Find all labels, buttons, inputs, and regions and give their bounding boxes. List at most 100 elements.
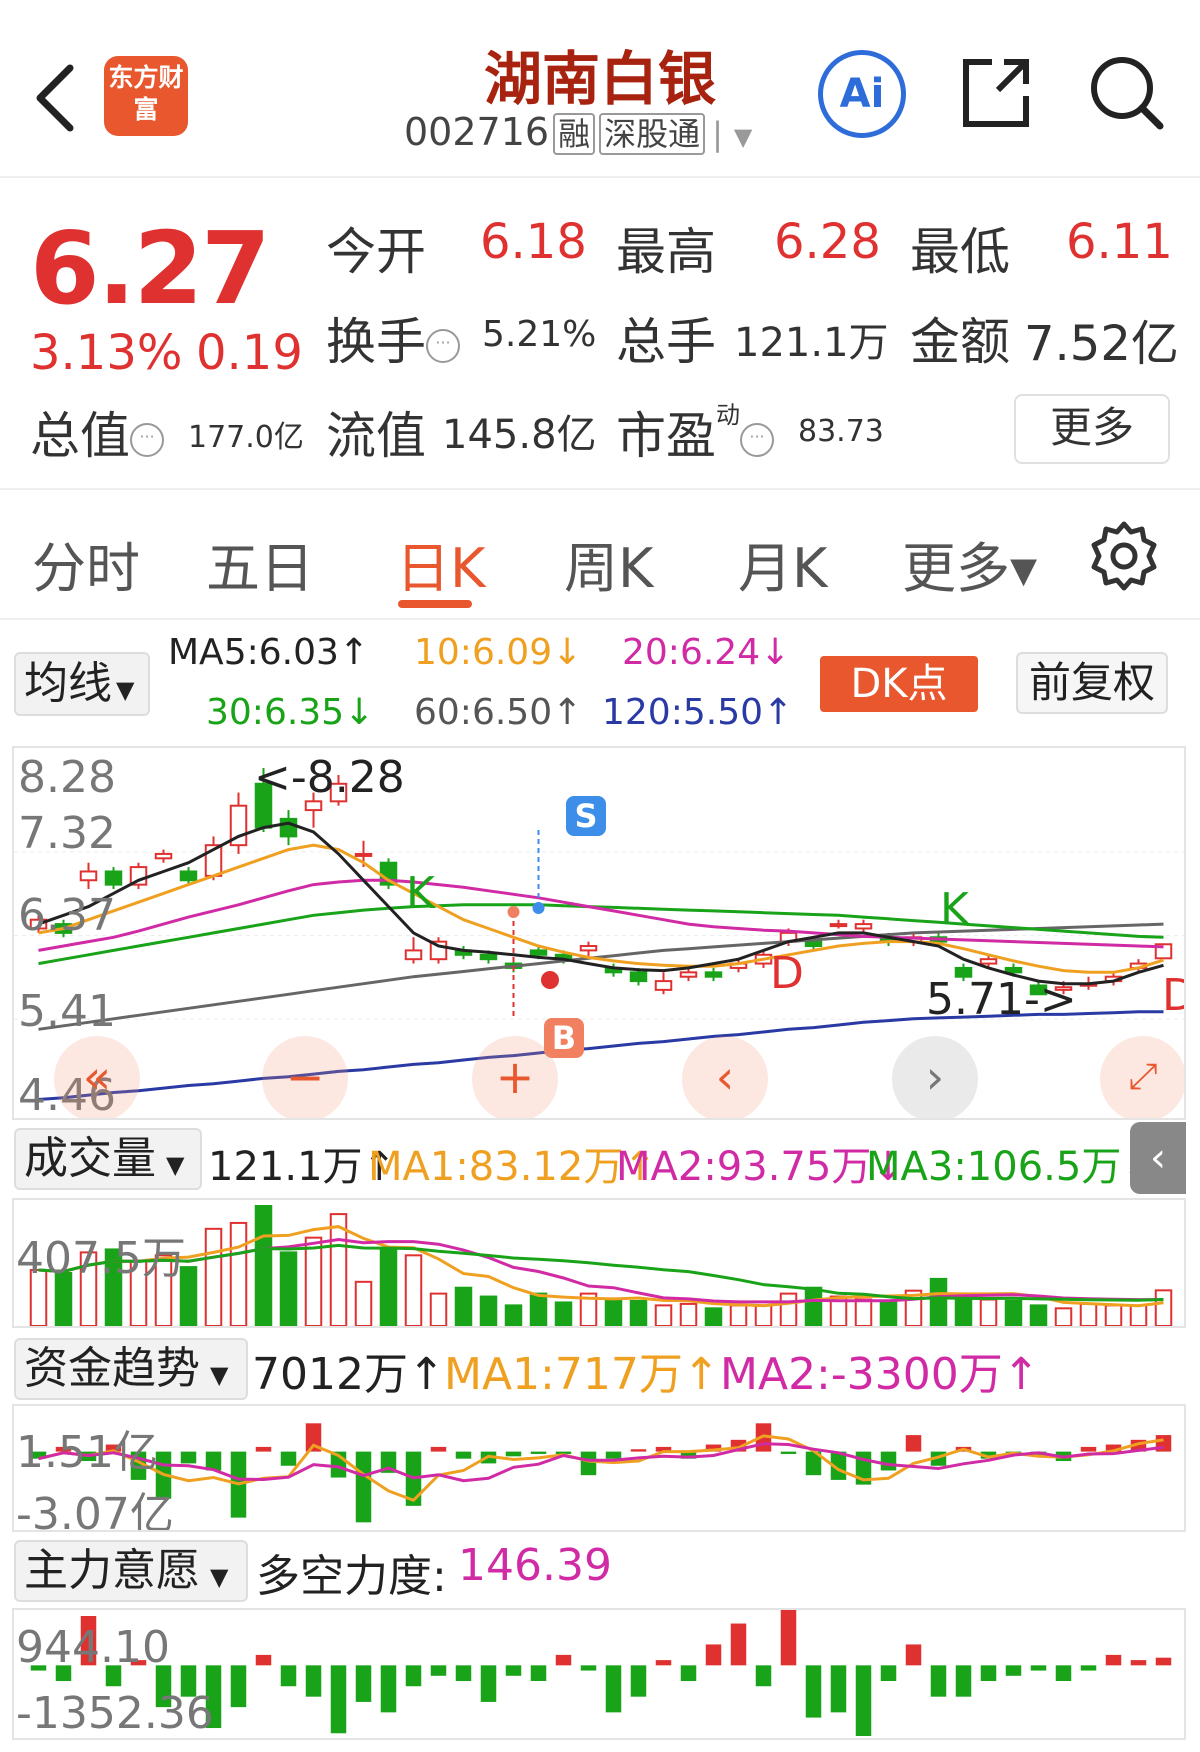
pe-label[interactable]: 市盈动··· [616,396,774,468]
candle [304,800,323,812]
ma30-line [38,903,1164,966]
ma60-line [38,922,1164,1031]
volume-bar [604,1298,623,1326]
main-force-bar [1155,1657,1172,1666]
gear-icon[interactable] [1086,518,1162,594]
fund-bar [455,1451,472,1459]
volume-selector[interactable]: 成交量 ▼ [14,1128,202,1190]
total-value-label[interactable]: 总值 ··· [30,396,164,468]
volume-bar [779,1292,798,1326]
caret-down-icon: ▼ [210,1361,229,1389]
fund-selector[interactable]: 资金趋势 ▼ [14,1338,248,1400]
candle [979,958,998,965]
high-value: 6.28 [774,214,881,270]
main-force-selector[interactable]: 主力意愿 ▼ [14,1540,248,1602]
total-value: 177.0亿 [188,420,304,455]
tab-more[interactable]: 更多▾ [902,537,1038,600]
y-tick: 8.28 [18,752,116,803]
y-tick: 7.32 [18,808,116,859]
main-force-bar [380,1665,397,1713]
main-force-bar [455,1665,472,1682]
fund-value: 7012万↑ [252,1349,445,1400]
info-icon[interactable]: ··· [740,422,774,457]
sell-signal[interactable]: S [566,796,606,836]
ma5-value: MA5:6.03↑ [168,632,370,673]
info-icon[interactable]: ··· [426,328,460,363]
volume-bar [654,1304,673,1326]
search-icon[interactable] [1086,52,1166,132]
caret-down-icon: ▼ [210,1563,229,1591]
adjust-button[interactable]: 前复权 [1016,652,1168,714]
volume-bar [979,1298,998,1326]
volume-bar [1129,1304,1148,1326]
quote-panel: 6.27 3.13% 0.19 今开 6.18 最高 6.28 最低 6.11 … [0,180,1200,490]
back-icon[interactable] [28,58,88,138]
fund-bar [105,1444,122,1452]
volume-bar [1029,1304,1048,1326]
volume-bar [754,1304,773,1326]
main-force-bar [1105,1654,1122,1666]
candle [404,949,423,961]
tab-daily-k[interactable]: 日K [396,537,486,600]
pe-value: 83.73 [798,414,884,449]
main-force-bar [680,1665,697,1682]
fast-back-icon[interactable]: « [54,1036,140,1118]
turnover-value: 5.21% [482,314,597,355]
volume-bar [629,1299,648,1326]
candle [854,923,873,930]
chevron-left-icon[interactable]: ‹ [682,1036,768,1118]
main-force-bar [130,1660,147,1666]
share-icon[interactable] [958,56,1032,130]
chevron-down-icon[interactable]: ▼ [733,123,753,151]
dk-point-button[interactable]: DK点 [820,656,978,712]
indicator-selector-label: 均线 [24,658,112,709]
zoom-out-icon[interactable]: − [262,1036,348,1118]
main-force-label: 多空力度: [256,1551,447,1602]
fullscreen-icon[interactable]: ⤢ [1100,1036,1184,1118]
volume-bar [1054,1307,1073,1326]
tab-five-day[interactable]: 五日 [206,537,314,600]
collapse-icon[interactable]: ‹ [1130,1122,1186,1194]
volume-bar [929,1277,948,1326]
main-force-bar [580,1665,597,1671]
candle [679,971,698,978]
ma20-line [38,878,1164,952]
tab-weekly-k[interactable]: 周K [564,537,654,600]
main-force-bar [1080,1665,1097,1671]
high-label: 最高 [616,223,716,281]
main-force-bar [230,1665,247,1708]
fund-bar [705,1444,722,1452]
zoom-in-icon[interactable]: + [472,1036,558,1118]
main-force-bar [180,1665,197,1697]
fund-bar [55,1446,72,1452]
caret-down-icon: ▼ [166,1151,185,1179]
app-logo[interactable]: 东方财富 [104,56,188,136]
stock-code-row[interactable]: 002716 融深股通 | ▼ [404,110,752,155]
buy-signal[interactable]: B [544,1018,584,1058]
tab-monthly-k[interactable]: 月K [738,537,828,600]
candle [629,971,648,983]
info-icon[interactable]: ··· [130,422,164,457]
y-tick: 5.41 [18,986,116,1037]
candle [579,945,598,952]
main-force-bar [1030,1665,1047,1671]
chevron-right-icon[interactable]: › [892,1036,978,1118]
main-force-bar [80,1616,97,1666]
candle [1029,984,1048,996]
volume-ma1-line [38,1225,1164,1308]
volume-ma3: MA3:106.5万↓ [866,1144,1155,1190]
candle [529,949,548,956]
main-force-bar [830,1665,847,1713]
fund-bar [680,1451,697,1459]
ai-button[interactable]: Ai [818,50,906,138]
fund-ma2-line [38,1442,1164,1483]
indicator-selector[interactable]: 均线 ▼ [14,652,150,716]
more-button[interactable]: 更多 [1014,394,1170,464]
kline-chart[interactable]: 8.28 7.32 6.37 5.41 4.46 <-8.28 5.71-> K… [12,746,1186,1120]
turnover-label[interactable]: 换手 ··· [326,302,460,374]
fund-bar [1080,1446,1097,1452]
main-force-bar [105,1665,122,1687]
margin-tag: 融 [553,113,596,155]
tab-intraday[interactable]: 分时 [32,537,140,600]
candle [279,817,298,838]
